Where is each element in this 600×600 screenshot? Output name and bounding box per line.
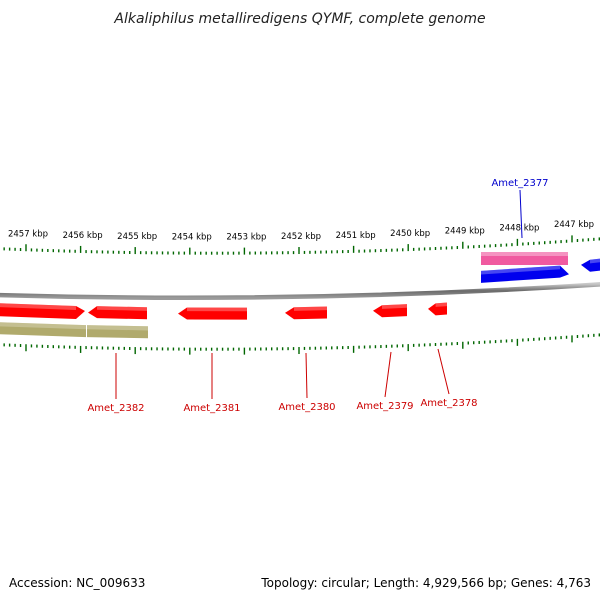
gene-label: Amet_2379 (356, 401, 413, 412)
cds-arrow-amet_2379-shine (382, 304, 407, 309)
leader-line (305, 352, 308, 399)
feature-layer (0, 252, 600, 339)
gene-label: Amet_2377 (491, 178, 548, 189)
orf-bar-shine (87, 325, 148, 331)
cds-arrow-forward-body (481, 265, 569, 283)
genome-backbone (0, 282, 600, 301)
kbp-label: 2448 kbp (499, 224, 539, 234)
gene-label: Amet_2378 (420, 398, 477, 409)
leader-line (437, 348, 450, 395)
cds-arrow-amet_2381 (178, 307, 247, 320)
gene-box-body (481, 252, 568, 265)
cds-arrow-amet_2379-body (373, 304, 407, 318)
gene-box-amet-2377 (481, 252, 568, 265)
orf-bar-body (87, 325, 148, 339)
topology-text: Topology: circular; Length: 4,929,566 bp… (261, 576, 591, 590)
cds-arrow-amet_2378-body (428, 302, 447, 316)
cds-arrow-forward (481, 265, 569, 283)
cds-arrow-partial (0, 303, 85, 320)
cds-arrow-amet_2381-shine (187, 307, 247, 312)
cds-arrow-forward-partial-body (581, 258, 600, 272)
kbp-scale-labels: 2457 kbp 2456 kbp 2455 kbp 2454 kbp 2453 kbp… (8, 220, 594, 242)
cds-arrow-amet_2382-body (88, 306, 147, 320)
cds-arrow-amet_2378-shine (435, 302, 447, 307)
cds-arrow-forward-partial (581, 258, 600, 272)
cds-arrow-forward-partial-shine (590, 258, 600, 264)
kbp-label: 2449 kbp (445, 227, 485, 237)
cds-arrow-amet_2382-shine (97, 306, 147, 311)
cds-arrow-amet_2382 (88, 306, 147, 320)
leader-line (519, 189, 523, 239)
kbp-label: 2447 kbp (554, 220, 594, 230)
kbp-label: 2453 kbp (226, 233, 266, 243)
cds-arrow-amet_2381-body (178, 307, 247, 320)
gene-label: Amet_2380 (278, 402, 335, 413)
outer-tick-ring (3, 235, 600, 255)
cds-arrow-forward-shine (481, 265, 560, 275)
orf-bar (87, 325, 148, 339)
orf-bar-body (0, 322, 86, 338)
cds-arrow-amet_2379 (373, 304, 407, 318)
inner-tick-ring (3, 333, 600, 355)
kbp-label: 2455 kbp (117, 232, 157, 242)
orf-bar-shine (0, 322, 86, 330)
kbp-label: 2451 kbp (336, 231, 376, 241)
cds-arrow-amet_2380-shine (294, 306, 327, 311)
kbp-label: 2456 kbp (63, 231, 103, 241)
gene-label: Amet_2381 (183, 403, 240, 414)
cds-arrow-amet_2380-body (285, 306, 327, 320)
kbp-label: 2452 kbp (281, 232, 321, 242)
kbp-label: 2457 kbp (8, 229, 48, 239)
cds-arrow-partial-shine (0, 303, 76, 310)
gene-box-shine (481, 252, 568, 256)
gene-label: Amet_2382 (87, 403, 144, 414)
kbp-label: 2454 kbp (172, 233, 212, 243)
cds-arrow-amet_2378 (428, 302, 447, 316)
kbp-label: 2450 kbp (390, 229, 430, 239)
cds-arrow-partial-body (0, 303, 85, 320)
map-title: Alkaliphilus metalliredigens QYMF, compl… (113, 11, 485, 27)
cds-arrow-amet_2380 (285, 306, 327, 320)
gene-labels: Amet_2382 Amet_2381 Amet_2380 Amet_2379 Amet… (87, 178, 548, 414)
accession-text: Accession: NC_009633 (9, 576, 146, 590)
orf-bar (0, 322, 86, 338)
leader-line (384, 351, 392, 398)
